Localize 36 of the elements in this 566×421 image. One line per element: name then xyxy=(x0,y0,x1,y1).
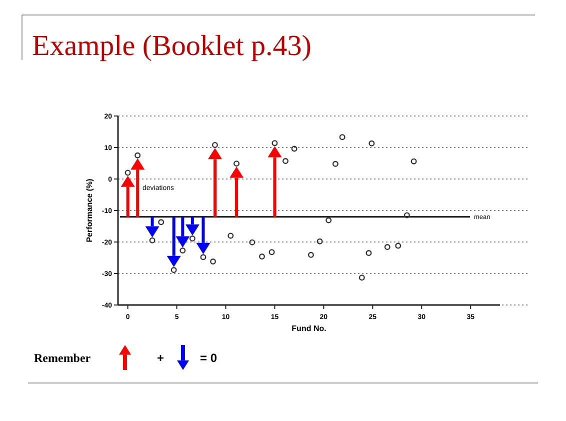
point xyxy=(404,212,410,218)
point xyxy=(395,242,402,249)
point xyxy=(358,274,365,281)
point xyxy=(234,160,240,167)
point xyxy=(272,140,278,146)
point xyxy=(332,160,338,167)
point xyxy=(282,158,288,164)
point xyxy=(368,140,375,146)
point xyxy=(158,219,164,226)
y-axis-title: Performance (%) xyxy=(85,178,94,242)
point xyxy=(228,232,234,239)
point xyxy=(249,239,256,246)
point xyxy=(326,217,332,224)
point xyxy=(258,253,265,260)
chart-title: Example (Booklet p.43) xyxy=(32,30,312,62)
text: Remember xyxy=(34,351,92,365)
point xyxy=(149,237,156,244)
point xyxy=(200,254,206,260)
point xyxy=(268,249,275,256)
text: + xyxy=(157,351,164,365)
text: = 0 xyxy=(200,351,218,365)
point xyxy=(316,238,323,244)
point xyxy=(384,244,390,250)
point xyxy=(308,252,314,258)
point xyxy=(210,258,216,265)
point xyxy=(212,142,218,148)
point xyxy=(180,248,186,254)
point xyxy=(291,146,298,152)
point xyxy=(339,134,346,140)
point xyxy=(366,250,372,256)
point xyxy=(134,152,141,158)
point xyxy=(124,170,131,176)
point xyxy=(189,236,196,242)
point xyxy=(170,267,177,274)
x-axis-title: Fund No. xyxy=(292,324,326,333)
point xyxy=(410,158,417,164)
